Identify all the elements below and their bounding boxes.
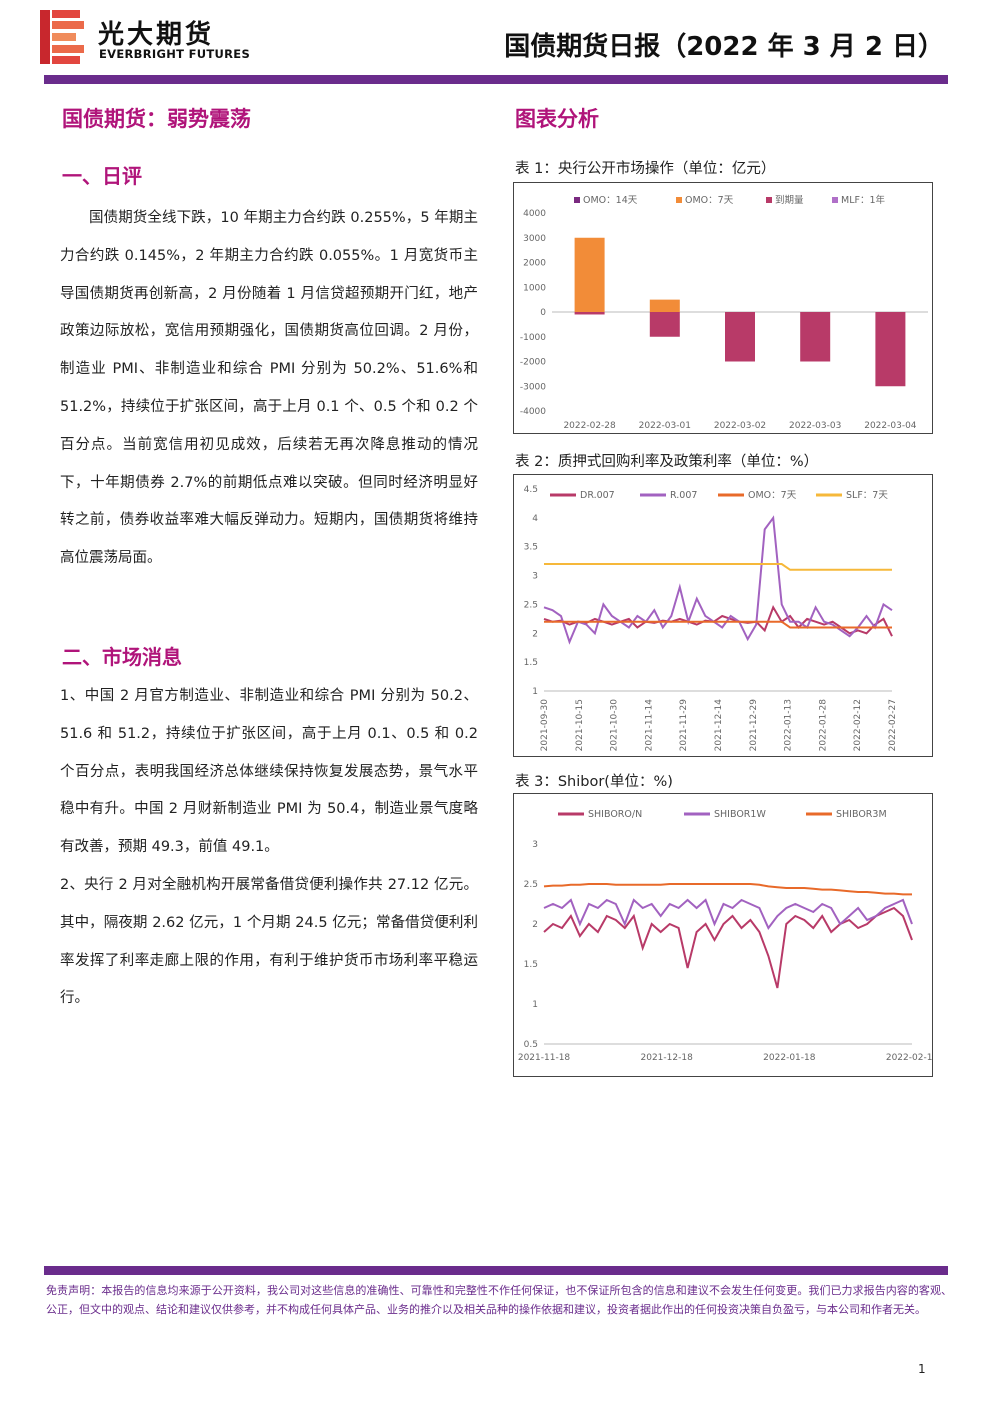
everbright-logo-icon xyxy=(40,10,84,64)
chart1-caption: 表 1：央行公开市场操作（单位：亿元） xyxy=(515,161,776,177)
chart3-y-tick-label: 1.5 xyxy=(524,960,538,970)
brand-name-en: EVERBRIGHT FUTURES xyxy=(99,47,251,61)
chart2-x-tick-label: 2021-11-14 xyxy=(644,699,654,752)
chart1-bar xyxy=(875,312,906,387)
chart1-bar xyxy=(574,237,605,312)
chart3-y-tick-label: 2.5 xyxy=(524,880,538,890)
header-divider xyxy=(44,75,948,84)
chart1-y-tick-label: 2000 xyxy=(523,259,546,269)
chart3-x-tick-label: 2022-01-18 xyxy=(763,1053,816,1063)
chart1-x-tick-label: 2022-03-04 xyxy=(864,421,917,431)
chart3-y-tick-label: 1 xyxy=(532,1000,538,1010)
chart3-y-tick-label: 2 xyxy=(532,920,538,930)
chart2-series-line xyxy=(543,515,893,645)
chart2-y-tick-label: 3.5 xyxy=(524,543,538,553)
chart2-x-tick-label: 2021-10-15 xyxy=(575,699,585,751)
chart1-legend-swatch xyxy=(676,197,682,203)
chart1-y-tick-label: -3000 xyxy=(520,382,546,392)
chart1-y-tick-label: -4000 xyxy=(520,407,546,417)
chart1-y-tick-label: 0 xyxy=(540,308,546,318)
chart2-frame: 4.5 4 3.5 3 2.5 2 1.5 1 2021-09-30 2021-10-15 2021… xyxy=(513,474,933,757)
daily-review-text: 国债期货全线下跌，10 年期主力合约跌 0.255%，5 年期主力合约跌 0.1… xyxy=(60,200,478,578)
chart2-x-tick-label: 2022-01-13 xyxy=(784,699,794,751)
chart2-x-tick-label: 2022-01-28 xyxy=(818,699,828,752)
disclaimer-text: 免责声明：本报告的信息均来源于公开资料，我公司对这些信息的准确性、可靠性和完整性… xyxy=(46,1284,952,1316)
chart3-x-tick-label: 2021-11-18 xyxy=(518,1053,571,1063)
chart2-x-tick-label: 2021-12-14 xyxy=(714,699,724,752)
chart2-y-tick-label: 4 xyxy=(532,514,538,524)
chart2-x-tick-label: 2022-02-12 xyxy=(853,699,863,751)
chart2-caption: 表 2：质押式回购利率及政策利率（单位：%） xyxy=(515,454,819,470)
chart1-legend-swatch xyxy=(832,197,838,203)
chart3-series-line xyxy=(543,898,913,930)
chart3-y-tick-label: 3 xyxy=(532,840,538,850)
chart3-x-tick-label: 2021-12-18 xyxy=(641,1053,694,1063)
chart1-legend-label: 到期量 xyxy=(775,194,804,206)
chart1-y-tick-label: -2000 xyxy=(520,358,546,368)
chart3-shibor-rates: 3 2.5 2 1.5 1 0.5 2021-11-18 2021-12-18 2022-01-… xyxy=(518,809,932,1063)
chart2-series-line xyxy=(544,620,892,629)
chart3-caption: 表 3：Shibor(单位：%) xyxy=(515,774,673,790)
chart3-x-tick-label: 2022-02-18 xyxy=(886,1053,932,1063)
chart1-legend-swatch xyxy=(574,197,580,203)
chart2-y-tick-label: 3 xyxy=(532,572,538,582)
page-number: 1 xyxy=(918,1362,926,1376)
chart2-series-line xyxy=(544,563,892,571)
chart1-legend-swatch xyxy=(766,197,772,203)
chart1-bar xyxy=(725,312,755,362)
chart2-legend-label: OMO：7天 xyxy=(748,490,797,501)
chart3-legend-label: SHIBOR3M xyxy=(836,809,887,820)
news-item-1: 1、中国 2 月官方制造业、非制造业和综合 PMI 分别为 50.2、51.6 … xyxy=(60,688,478,856)
report-title: 国债期货日报（2022 年 3 月 2 日） xyxy=(504,32,944,62)
chart3-series-line xyxy=(543,906,913,989)
news-item-2: 2、央行 2 月对全融机构开展常备借贷便利操作共 27.12 亿元。其中，隔夜期… xyxy=(60,876,478,1007)
chart2-legend-label: DR.007 xyxy=(580,490,615,501)
chart1-open-market-operations: 4000 3000 2000 1000 0 -1000 -2000 -3000 -4000 202… xyxy=(520,194,928,431)
chart1-frame: 4000 3000 2000 1000 0 -1000 -2000 -3000 -4000 202… xyxy=(513,182,933,434)
chart2-x-tick-label: 2021-12-29 xyxy=(749,699,759,752)
chart3-series-line xyxy=(543,883,912,896)
chart1-legend-label: OMO：7天 xyxy=(685,195,734,206)
chart2-x-tick-label: 2022-02-27 xyxy=(888,699,898,751)
chart2-y-tick-label: 2 xyxy=(532,629,538,639)
market-news-text: 1、中国 2 月官方制造业、非制造业和综合 PMI 分别为 50.2、51.6 … xyxy=(60,678,478,1018)
chart1-bar xyxy=(800,312,831,362)
chart1-legend-label: OMO：14天 xyxy=(583,195,638,206)
section-market-news-title: 二、市场消息 xyxy=(62,645,182,669)
chart2-y-tick-label: 2.5 xyxy=(524,600,538,610)
chart1-y-tick-label: 3000 xyxy=(523,234,546,244)
chart3-legend-label: SHIBORO/N xyxy=(588,809,642,820)
chart2-x-tick-label: 2021-10-30 xyxy=(610,699,620,752)
chart2-y-tick-label: 1 xyxy=(532,687,538,697)
chart2-x-tick-label: 2021-09-30 xyxy=(540,699,550,752)
chart2-y-tick-label: 4.5 xyxy=(524,485,538,495)
brand-name-cn: 光大期货 xyxy=(98,20,215,50)
chart3-y-tick-label: 0.5 xyxy=(524,1040,538,1050)
section-daily-review-title: 一、日评 xyxy=(62,164,142,188)
chart2-y-tick-label: 1.5 xyxy=(524,658,538,668)
chart1-y-tick-label: -1000 xyxy=(520,333,546,343)
chart2-legend-label: SLF：7天 xyxy=(846,490,888,501)
chart-analysis-title: 图表分析 xyxy=(515,107,599,131)
chart3-legend-label: SHIBOR1W xyxy=(714,809,766,820)
chart1-bar xyxy=(574,312,605,315)
chart1-x-tick-label: 2022-03-02 xyxy=(714,421,766,431)
chart1-x-tick-label: 2022-02-28 xyxy=(563,421,616,431)
footer-divider xyxy=(44,1266,948,1275)
chart1-bar xyxy=(649,312,680,337)
chart1-bar xyxy=(649,299,680,312)
chart1-y-tick-label: 1000 xyxy=(523,283,546,293)
chart1-y-tick-label: 4000 xyxy=(523,209,546,219)
main-title: 国债期货：弱势震荡 xyxy=(62,107,251,131)
chart1-x-tick-label: 2022-03-01 xyxy=(639,421,691,431)
chart1-x-tick-label: 2022-03-03 xyxy=(789,421,841,431)
chart1-legend-label: MLF：1年 xyxy=(841,194,885,206)
chart3-frame: 3 2.5 2 1.5 1 0.5 2021-11-18 2021-12-18 2022-01-… xyxy=(513,793,933,1077)
chart2-x-tick-label: 2021-11-29 xyxy=(679,699,689,752)
chart2-legend-label: R.007 xyxy=(670,490,697,501)
daily-review-paragraph: 国债期货全线下跌，10 年期主力合约跌 0.255%，5 年期主力合约跌 0.1… xyxy=(60,210,478,567)
